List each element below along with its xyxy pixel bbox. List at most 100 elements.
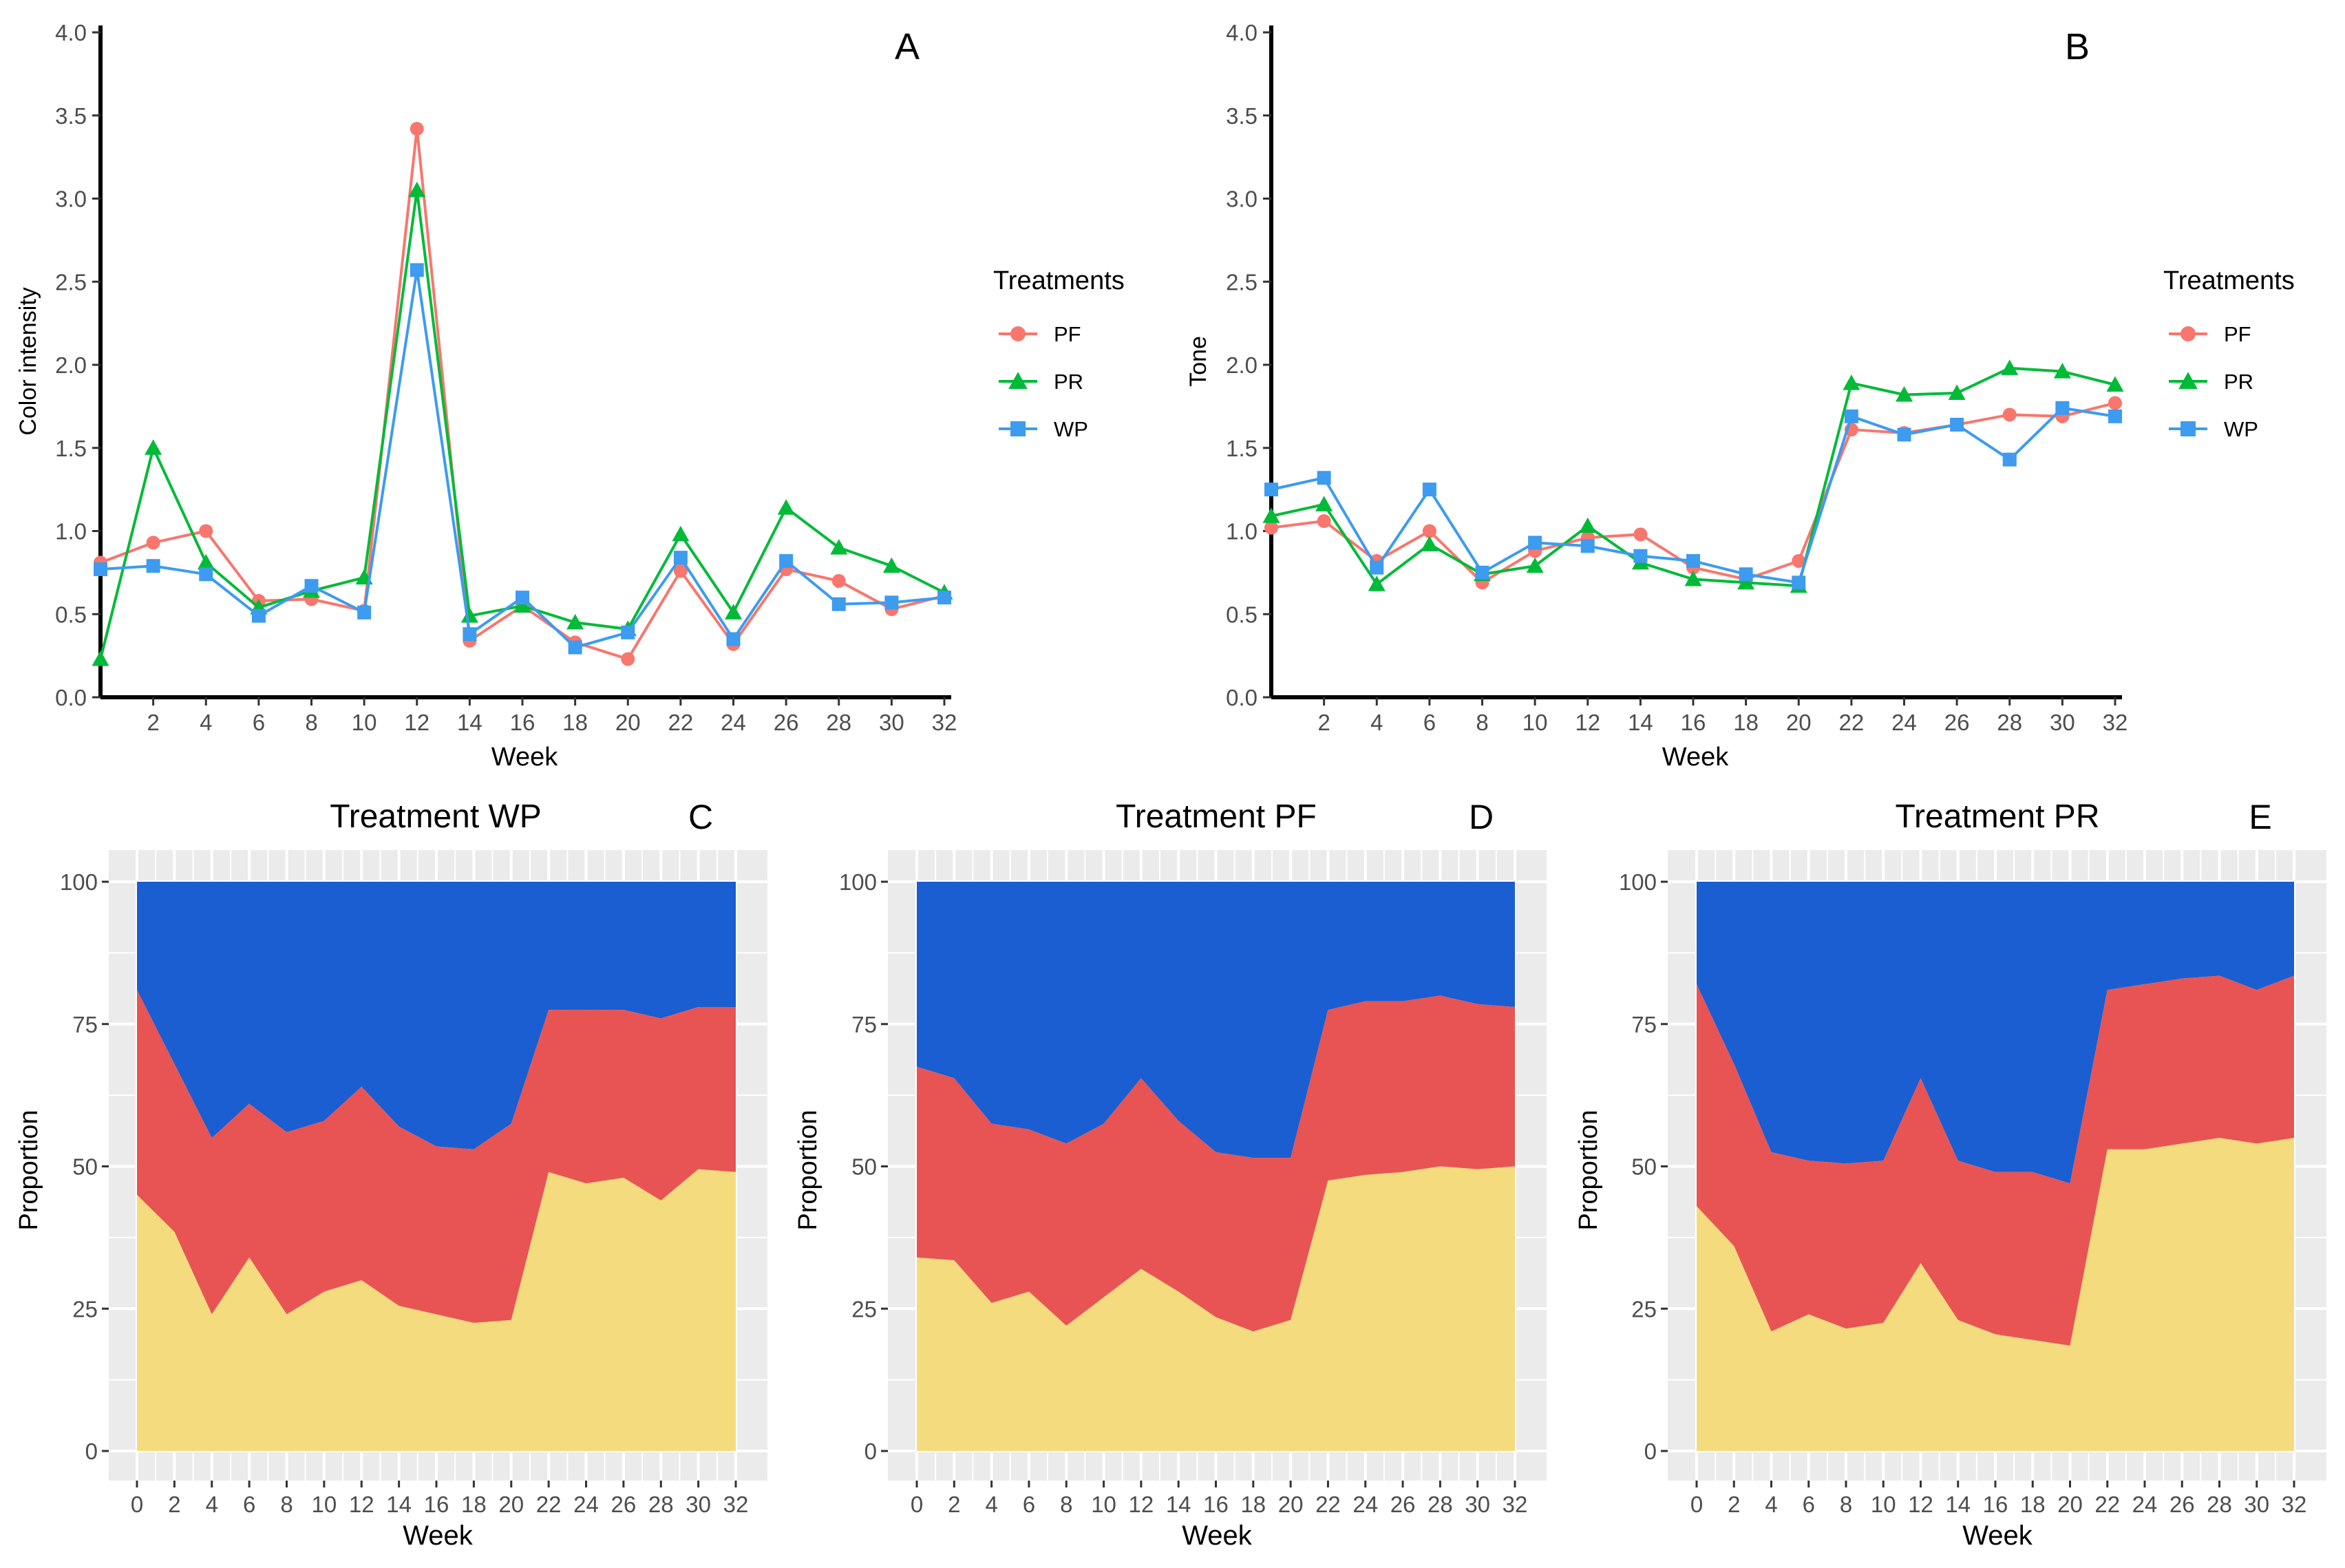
panel-d-x-tick-label: 2 <box>948 1492 960 1517</box>
panel-e-x-tick-label: 28 <box>2207 1492 2232 1517</box>
panel-e-label: E <box>2249 798 2271 836</box>
panel-a-x-tick-label: 20 <box>615 710 641 735</box>
panel-a-point-wp <box>884 595 899 610</box>
panel-d-x-tick-label: 26 <box>1390 1492 1416 1517</box>
panel-b-x-tick-label: 30 <box>2050 710 2075 735</box>
panel-a-point-wp <box>937 591 951 605</box>
panel-b-point-pr <box>2001 359 2019 375</box>
panel-a-point-wp <box>94 562 107 577</box>
panel-d-y-tick-label: 100 <box>839 869 877 895</box>
panel-b-point-wp <box>1950 417 1964 432</box>
panel-e-x-tick-label: 24 <box>2132 1492 2158 1517</box>
panel-c-y-tick-label: 75 <box>72 1012 98 1037</box>
panel-b-point-pf <box>1422 524 1436 538</box>
panel-e-y-tick-label: 100 <box>1619 869 1657 895</box>
panel-a-point-pr <box>197 553 215 570</box>
panel-e-y-tick-label: 75 <box>1631 1012 1657 1037</box>
panel-c-x-tick-label: 12 <box>349 1492 374 1517</box>
panel-b-legend-label-pf: PF <box>2224 322 2251 346</box>
panel-b-legend-label-wp: WP <box>2224 417 2258 441</box>
panel-a-y-tick-label: 4.0 <box>55 20 87 45</box>
panel-d-x-tick-label: 20 <box>1278 1492 1304 1517</box>
panel-a-point-pr <box>408 181 426 198</box>
panel-a-point-wp <box>726 632 741 646</box>
panel-b-x-tick-label: 32 <box>2103 710 2128 735</box>
panel-a-point-wp <box>621 625 635 639</box>
panel-e-y-tick-label: 0 <box>1644 1439 1657 1464</box>
panel-b-legend-label-pr: PR <box>2224 370 2253 394</box>
panel-a-point-pr <box>92 650 109 666</box>
panel-a-x-tick-label: 14 <box>457 710 482 735</box>
panel-d-area-bottom-yellow <box>917 1166 1515 1451</box>
panel-b-y-tick-label: 2.0 <box>1226 352 1258 378</box>
panel-b-point-wp <box>1792 575 1806 590</box>
panel-b-point-wp <box>2002 452 2017 467</box>
panel-b-x-tick-label: 8 <box>1476 710 1488 735</box>
panel-a-legend-key-marker <box>1010 421 1026 436</box>
panel-e-x-tick-label: 2 <box>1728 1492 1740 1517</box>
panel-d-x-tick-label: 28 <box>1428 1492 1453 1517</box>
panel-c-y-axis-label: Proportion <box>14 1110 43 1230</box>
panel-b-point-wp <box>1633 549 1648 563</box>
panel-b-x-tick-label: 28 <box>1997 710 2022 735</box>
panel-a-point-wp <box>357 605 372 619</box>
panel-a-point-wp <box>673 551 688 565</box>
panel-b-y-tick-label: 4.0 <box>1226 20 1258 45</box>
panel-a-y-tick-label: 0.0 <box>55 685 87 710</box>
panel-b-point-pf <box>2002 407 2017 422</box>
panel-e-x-axis-label: Week <box>1962 1521 2033 1551</box>
panel-b-x-tick-label: 10 <box>1522 710 1548 735</box>
panel-c-x-tick-label: 18 <box>461 1492 487 1517</box>
panel-a-y-tick-label: 2.0 <box>55 352 87 378</box>
panel-e-treatment-pr-area-chart: Treatment PR E Proportion Week 0 25 50 75 10… <box>1574 798 2326 1551</box>
panel-e-x-tick-label: 22 <box>2094 1492 2120 1517</box>
panel-b-y-axis-label: Tone <box>1185 336 1211 387</box>
panel-d-x-tick-label: 12 <box>1129 1492 1154 1517</box>
panel-b-x-tick-label: 6 <box>1423 710 1436 735</box>
panel-d-x-tick-label: 16 <box>1203 1492 1229 1517</box>
panel-a-point-wp <box>146 559 160 573</box>
panel-d-x-tick-label: 10 <box>1091 1492 1116 1517</box>
panel-a-x-tick-label: 32 <box>932 710 957 735</box>
panel-b-point-pr <box>1368 575 1386 591</box>
panel-a-y-tick-label: 1.5 <box>55 436 87 461</box>
panel-d-area-middle-red <box>917 995 1515 1332</box>
panel-c-title: Treatment WP <box>330 798 542 835</box>
panel-d-label: D <box>1469 798 1494 836</box>
panel-d-y-tick-label: 75 <box>851 1012 877 1037</box>
panel-b-point-wp <box>1422 483 1436 497</box>
panel-c-y-tick-label: 25 <box>72 1296 98 1322</box>
panel-c-x-tick-label: 4 <box>206 1492 218 1517</box>
panel-b-y-tick-label: 1.0 <box>1226 519 1258 544</box>
panel-d-x-tick-label: 4 <box>985 1492 997 1517</box>
panel-c-area-bottom-yellow <box>137 1169 736 1451</box>
panel-c-x-tick-label: 14 <box>386 1492 412 1517</box>
panel-c-x-tick-label: 16 <box>424 1492 449 1517</box>
panel-b-point-pr <box>1315 496 1333 511</box>
panel-b-point-wp <box>1739 567 1753 582</box>
panel-d-title: Treatment PF <box>1116 798 1317 835</box>
panel-b-point-pr <box>1421 536 1439 551</box>
panel-b-y-tick-label: 3.5 <box>1226 103 1258 129</box>
panel-c-treatment-wp-area-chart: Treatment WP C Proportion Week 0 25 50 75 10… <box>14 798 767 1551</box>
panel-a-legend-label-pf: PF <box>1054 322 1081 346</box>
panel-c-x-tick-label: 28 <box>648 1492 674 1517</box>
panel-e-x-tick-label: 18 <box>2020 1492 2046 1517</box>
panel-b-x-tick-label: 24 <box>1891 710 1917 735</box>
panel-a-point-wp <box>199 567 213 582</box>
panel-d-x-tick-label: 24 <box>1352 1492 1378 1517</box>
panel-a-legend-key-marker <box>1010 326 1026 341</box>
panel-b-x-tick-label: 14 <box>1628 710 1653 735</box>
panel-b-point-pr <box>1579 517 1597 533</box>
panel-d-x-tick-label: 30 <box>1465 1492 1490 1517</box>
panel-a-legend-key-marker <box>1008 372 1028 389</box>
panel-b-point-wp <box>1475 565 1489 580</box>
panel-e-x-tick-label: 26 <box>2169 1492 2195 1517</box>
panel-d-y-tick-label: 50 <box>851 1154 877 1180</box>
panel-a-label: A <box>895 26 920 67</box>
panel-c-y-tick-label: 50 <box>72 1154 98 1180</box>
panel-a-point-pr <box>566 613 584 630</box>
panel-d-x-tick-label: 0 <box>911 1492 923 1517</box>
panel-d-y-tick-label: 25 <box>851 1296 877 1322</box>
panel-a-point-wp <box>251 608 266 623</box>
